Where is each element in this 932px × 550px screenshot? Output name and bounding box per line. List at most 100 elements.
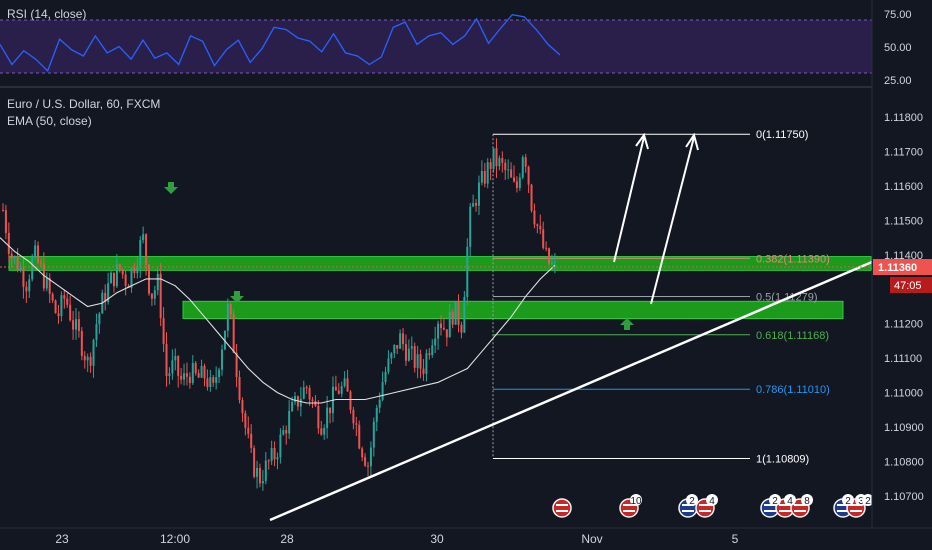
candle-body [486, 162, 489, 184]
candle-body [513, 177, 515, 182]
event-count-badge [862, 494, 874, 506]
price-tick-label: 1.11200 [884, 319, 923, 331]
candle-body [492, 148, 495, 169]
candle-body [72, 320, 75, 330]
time-tick-label: 30 [430, 532, 444, 546]
countdown-value: 47:05 [894, 280, 922, 292]
candle-body [302, 387, 305, 399]
candle-body [153, 290, 156, 299]
candle-body [110, 272, 113, 284]
candle-body [104, 292, 107, 302]
event-count-badge [769, 494, 781, 506]
candle-body [285, 430, 288, 434]
candle-body [507, 169, 510, 171]
fib-level-label: 0.618(1.11168) [756, 330, 829, 342]
price-tick-label: 1.11600 [884, 181, 923, 193]
candle-body [334, 386, 337, 391]
candle-body [454, 301, 457, 325]
candle-body [387, 358, 390, 372]
candle-body [299, 398, 302, 407]
candle-body [77, 319, 80, 331]
candle-body [75, 319, 77, 330]
candle-body [51, 293, 54, 301]
candle-body [533, 210, 536, 225]
candle-body [378, 399, 381, 408]
fib-level-label: 0.382(1.11390) [756, 253, 830, 265]
event-count-label: 2 [772, 496, 778, 507]
rsi-title[interactable]: RSI (14, close) [7, 7, 87, 21]
candle-body [124, 274, 127, 286]
candle-body [86, 356, 89, 361]
candle-body [25, 286, 28, 292]
symbol-title[interactable]: Euro / U.S. Dollar, 60, FXCM [7, 97, 161, 111]
event-count-badge [801, 494, 813, 506]
current-price-value: 1.11360 [878, 262, 917, 274]
candle-body [489, 162, 492, 169]
candle-body [407, 348, 410, 361]
candle-body [475, 203, 478, 206]
flag-stripe [779, 504, 791, 506]
candle-body [270, 448, 273, 462]
candle-body [57, 313, 60, 317]
event-count-label: 4 [709, 496, 715, 507]
candle-body [451, 311, 454, 325]
event-count-badge [842, 494, 854, 506]
us-flag-icon [552, 498, 572, 518]
candle-body [34, 245, 37, 258]
candle-body [121, 269, 124, 275]
flag-stripe [850, 504, 862, 506]
candle-body [352, 409, 355, 424]
flag-stripe [682, 504, 694, 506]
price-tick-label: 1.10700 [884, 491, 924, 503]
down-arrow-marker-1 [164, 182, 178, 194]
candle-body [212, 377, 215, 383]
candle-body [410, 346, 413, 349]
candle-body [545, 247, 548, 249]
candle-body [45, 278, 48, 289]
time-tick-label: 12:00 [160, 532, 190, 546]
candle-body [229, 303, 232, 315]
rsi-level-25-label: 25.00 [884, 75, 912, 87]
candle-body [372, 421, 375, 448]
price-tick-label: 1.11000 [884, 388, 923, 400]
candle-body [276, 457, 279, 460]
flag-stripe [837, 504, 849, 506]
candle-body [375, 407, 378, 422]
candle-body [39, 262, 42, 264]
candle-body [539, 226, 542, 230]
trendline[interactable] [269, 260, 873, 522]
candle-body [118, 264, 121, 270]
candle-body [282, 430, 285, 435]
candle-body [4, 210, 7, 234]
price-tick-label: 1.11100 [884, 353, 922, 365]
event-count-label: 4 [787, 496, 793, 507]
price-tick-label: 1.11700 [884, 146, 923, 158]
flag-stripe [699, 504, 711, 506]
candle-body [527, 166, 530, 185]
event-count-badge [686, 494, 698, 506]
candle-body [267, 460, 270, 462]
candle-body [548, 248, 551, 264]
candle-body [48, 278, 51, 294]
candle-body [115, 264, 118, 287]
candle-body [185, 373, 188, 377]
candle-body [346, 378, 349, 392]
candle-body [139, 240, 142, 267]
time-axis[interactable] [0, 528, 932, 550]
candle-body [250, 433, 253, 448]
candle-body [206, 378, 209, 387]
flag-stripe [850, 510, 862, 512]
candle-body [209, 377, 212, 387]
marker-arrows [164, 182, 634, 330]
candle-body [337, 390, 340, 394]
candle-body [2, 210, 4, 212]
ema-legend[interactable]: EMA (50, close) [7, 114, 92, 128]
candle-body [463, 296, 466, 333]
price-tick-label: 1.11500 [884, 215, 923, 227]
price-tick-label: 1.10900 [884, 422, 924, 434]
candle-body [504, 162, 507, 171]
candle-body [112, 272, 115, 287]
candle-body [466, 246, 469, 297]
